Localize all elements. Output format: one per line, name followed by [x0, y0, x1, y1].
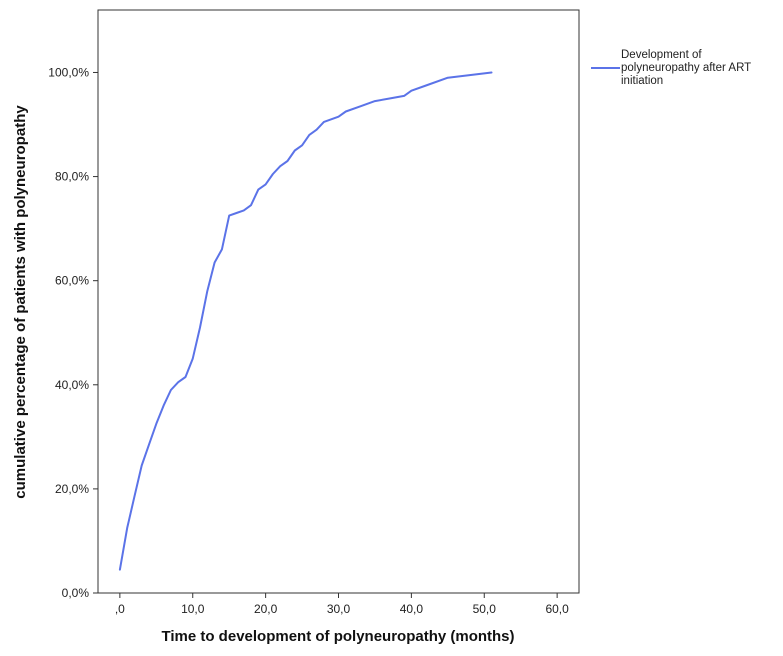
- x-tick-label: 20,0: [254, 602, 278, 616]
- y-tick-label: 40,0%: [55, 378, 89, 392]
- x-tick-label: 40,0: [400, 602, 424, 616]
- legend-label-line-2: polyneuropathy after ART: [621, 62, 751, 74]
- y-tick-label: 0,0%: [62, 586, 90, 600]
- legend-label-line-1: Development of: [621, 49, 702, 61]
- legend-label-line-3: initiation: [621, 75, 663, 87]
- y-tick-label: 80,0%: [55, 170, 89, 184]
- x-tick-label: 10,0: [181, 602, 205, 616]
- y-axis-title: cumulative percentage of patients with p…: [12, 105, 29, 499]
- x-tick-label: 50,0: [473, 602, 497, 616]
- y-tick-label: 60,0%: [55, 274, 89, 288]
- series-layer: [118, 71, 493, 571]
- y-tick-label: 20,0%: [55, 482, 89, 496]
- x-tick-label: 30,0: [327, 602, 351, 616]
- series-line: [118, 71, 493, 571]
- y-axis-ticks: 0,0% 20,0% 40,0% 60,0% 80,0% 100,0%: [48, 65, 98, 600]
- x-axis-title: Time to development of polyneuropathy (m…: [161, 628, 514, 645]
- x-tick-label: 60,0: [545, 602, 569, 616]
- y-tick-label: 100,0%: [48, 65, 89, 79]
- legend: Development of polyneuropathy after ART …: [591, 49, 751, 87]
- x-axis-ticks: ,0 10,0 20,0 30,0 40,0 50,0 60,0: [115, 593, 569, 616]
- x-tick-label: ,0: [115, 602, 125, 616]
